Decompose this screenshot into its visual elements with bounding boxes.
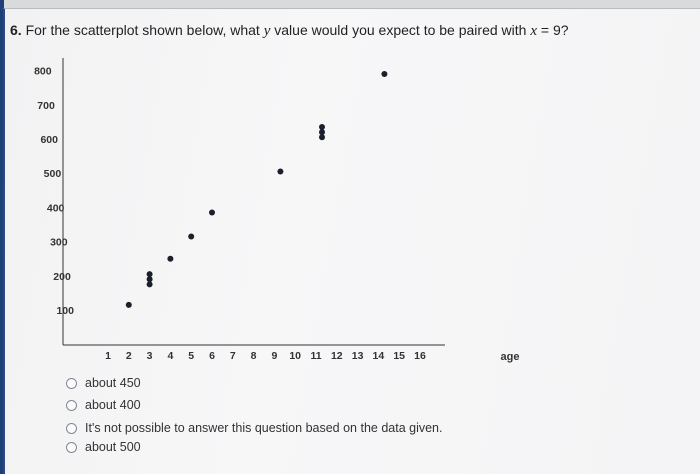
x-tick-label-15: 15 <box>393 350 405 362</box>
x-tick-label-1: 1 <box>105 350 111 362</box>
x-tick-label-14: 14 <box>373 350 385 362</box>
answer-option-1-label: about 450 <box>85 376 141 390</box>
y-tick-label-200: 200 <box>53 271 71 283</box>
x-tick-label-16: 16 <box>414 350 426 362</box>
data-point <box>146 271 153 278</box>
x-axis-label: age <box>501 351 520 363</box>
radio-button-4[interactable] <box>66 441 77 453</box>
answer-option-4[interactable]: about 500 <box>66 440 141 454</box>
question-text-before: For the scatterplot shown below, what <box>25 22 260 38</box>
y-tick-label-100: 100 <box>56 305 74 317</box>
x-tick-label-8: 8 <box>251 350 257 362</box>
data-point <box>277 168 284 175</box>
left-border-strip <box>0 0 4 474</box>
x-tick-label-2: 2 <box>126 350 132 362</box>
question-text: 6. For the scatterplot shown below, what… <box>10 22 569 40</box>
x-tick-label-3: 3 <box>147 350 153 362</box>
answer-option-4-label: about 500 <box>85 440 141 454</box>
data-point <box>319 124 325 131</box>
x-tick-label-5: 5 <box>188 350 194 362</box>
question-number: 6. <box>10 22 22 38</box>
y-tick-label-600: 600 <box>40 134 58 146</box>
y-tick-label-700: 700 <box>37 100 55 112</box>
x-tick-label-9: 9 <box>271 350 277 362</box>
radio-button-2[interactable] <box>66 399 77 411</box>
y-tick-label-500: 500 <box>44 168 62 180</box>
data-point <box>125 301 132 308</box>
data-point <box>146 276 153 283</box>
data-point <box>146 281 153 288</box>
x-tick-label-7: 7 <box>230 350 236 362</box>
answer-option-2[interactable]: about 400 <box>66 398 141 412</box>
radio-button-1[interactable] <box>66 377 77 389</box>
answer-option-3-label: It's not possible to answer this questio… <box>85 421 443 435</box>
x-tick-label-11: 11 <box>310 350 321 362</box>
x-tick-label-4: 4 <box>167 350 173 362</box>
question-var-y: y <box>263 23 271 39</box>
y-tick-label-800: 800 <box>34 66 52 78</box>
x-tick-label-6: 6 <box>209 350 215 362</box>
data-point <box>167 255 174 262</box>
data-point <box>209 209 215 216</box>
data-point <box>381 71 388 78</box>
question-var-x: x <box>530 23 537 39</box>
x-tick-label-13: 13 <box>352 350 364 362</box>
x-tick-label-10: 10 <box>289 350 301 362</box>
data-point <box>319 134 325 141</box>
answer-option-2-label: about 400 <box>85 398 141 412</box>
y-tick-label-400: 400 <box>47 202 65 214</box>
radio-button-3[interactable] <box>66 422 77 434</box>
question-text-middle: value would you expect to be paired with <box>274 22 527 38</box>
question-text-after: = 9? <box>540 22 569 38</box>
data-point <box>188 233 195 240</box>
x-tick-label-12: 12 <box>331 350 343 362</box>
answer-option-3[interactable]: It's not possible to answer this questio… <box>66 421 442 435</box>
y-tick-label-300: 300 <box>50 237 68 249</box>
question-card <box>3 8 700 474</box>
answer-option-1[interactable]: about 450 <box>66 376 141 390</box>
data-point <box>319 129 325 136</box>
